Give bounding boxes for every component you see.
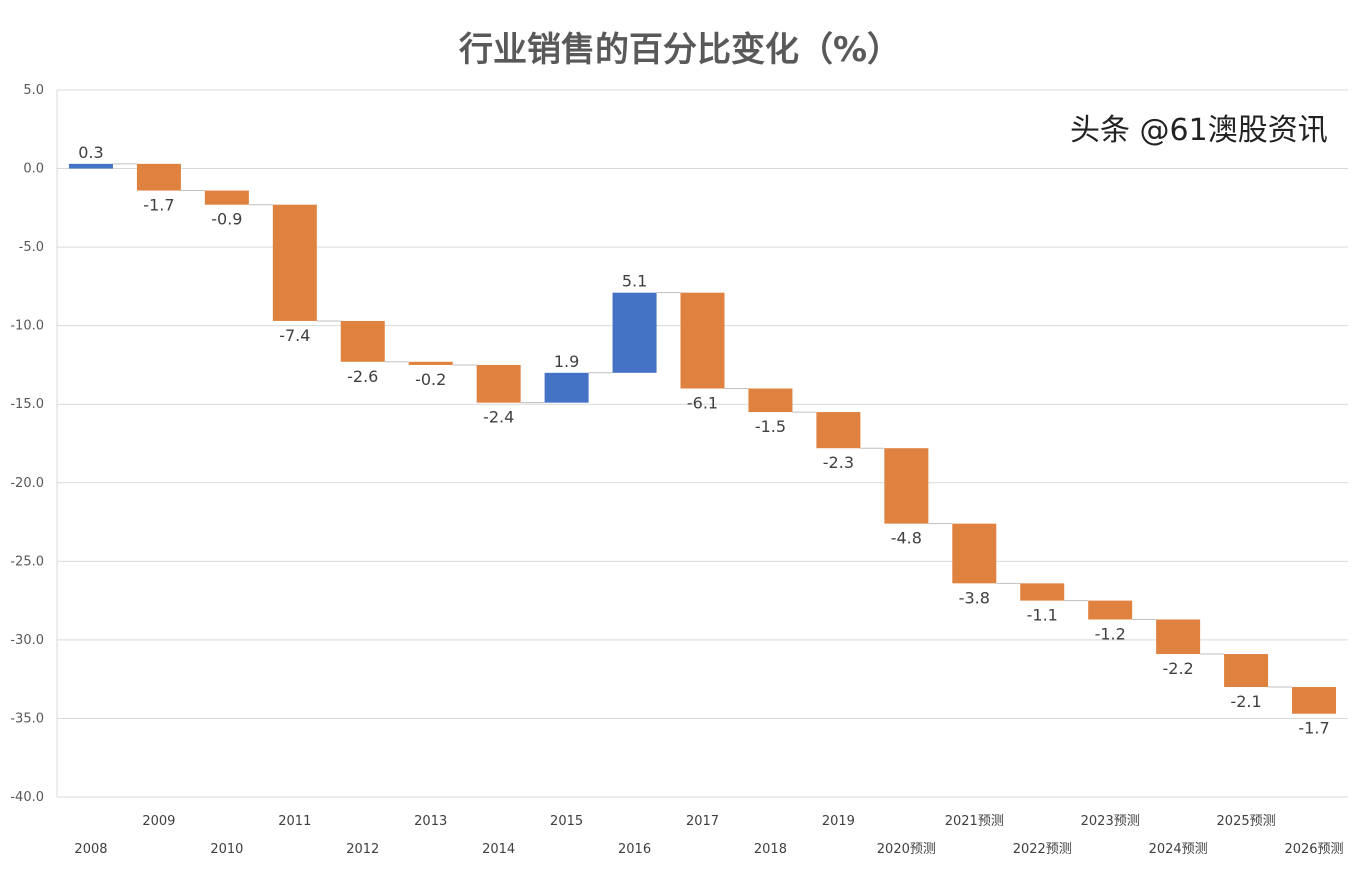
- x-tick-label: 2018: [754, 842, 787, 857]
- data-label: 0.3: [78, 143, 103, 162]
- x-tick-label: 2012: [346, 842, 379, 857]
- x-tick-label: 2013: [414, 814, 447, 829]
- bar-2021预测: [952, 523, 997, 584]
- x-tick-label: 2023预测: [1081, 814, 1140, 829]
- bar-2025预测: [1224, 654, 1269, 688]
- data-label: -4.8: [891, 529, 922, 548]
- bar-2016: [612, 292, 657, 373]
- x-tick-label: 2020预测: [877, 842, 936, 857]
- data-label: -2.6: [347, 367, 378, 386]
- bar-2019: [816, 412, 861, 449]
- y-tick-label: -30.0: [10, 633, 44, 648]
- x-tick-label: 2010: [210, 842, 243, 857]
- bar-2015: [544, 372, 589, 403]
- data-label: -1.1: [1027, 606, 1058, 625]
- bar-2023预测: [1088, 600, 1133, 620]
- x-tick-label: 2017: [686, 814, 719, 829]
- data-label: 5.1: [622, 272, 647, 291]
- data-label: -2.1: [1230, 692, 1261, 711]
- x-tick-label: 2014: [482, 842, 515, 857]
- chart-title: 行业销售的百分比变化（%）: [458, 30, 902, 70]
- data-label: 1.9: [554, 352, 579, 371]
- data-label: -1.7: [1298, 719, 1329, 738]
- watermark: 头条 @61澳股资讯: [1070, 113, 1328, 148]
- data-label: -7.4: [279, 326, 310, 345]
- bar-2012: [340, 320, 385, 362]
- y-tick-label: 0.0: [23, 162, 44, 177]
- x-tick-label: 2016: [618, 842, 651, 857]
- data-label: -6.1: [687, 394, 718, 413]
- data-label: -1.2: [1095, 624, 1126, 643]
- y-tick-label: 5.0: [23, 83, 44, 98]
- bar-2014: [476, 364, 521, 403]
- bar-2008: [68, 163, 113, 169]
- x-tick-label: 2011: [278, 814, 311, 829]
- y-tick-label: -35.0: [10, 711, 44, 726]
- bar-2018: [748, 388, 793, 413]
- bar-2024预测: [1156, 619, 1201, 655]
- bar-2013: [408, 361, 453, 365]
- y-tick-label: -15.0: [10, 397, 44, 412]
- x-tick-label: 2026预测: [1284, 842, 1343, 857]
- data-label: -2.3: [823, 453, 854, 472]
- bar-2009: [136, 163, 181, 191]
- data-label: -3.8: [959, 588, 990, 607]
- bar-2020预测: [884, 448, 929, 524]
- data-label: -0.9: [211, 210, 242, 229]
- data-label: -1.7: [143, 196, 174, 215]
- bar-2010: [204, 190, 249, 205]
- y-tick-label: -40.0: [10, 790, 44, 805]
- y-tick-label: -25.0: [10, 554, 44, 569]
- x-tick-label: 2024预测: [1149, 842, 1208, 857]
- x-tick-label: 2021预测: [945, 814, 1004, 829]
- bar-2011: [272, 204, 317, 321]
- data-label: -2.4: [483, 408, 514, 427]
- x-tick-label: 2015: [550, 814, 583, 829]
- y-tick-label: -20.0: [10, 476, 44, 491]
- x-tick-label: 2009: [142, 814, 175, 829]
- data-label: -1.5: [755, 417, 786, 436]
- bar-2026预测: [1292, 687, 1337, 714]
- x-tick-label: 2022预测: [1013, 842, 1072, 857]
- bar-2022预测: [1020, 583, 1065, 601]
- x-tick-label: 2019: [822, 814, 855, 829]
- y-tick-label: -5.0: [19, 240, 44, 255]
- bar-2017: [680, 292, 725, 389]
- data-label: -0.2: [415, 370, 446, 389]
- y-tick-label: -10.0: [10, 319, 44, 334]
- data-label: -2.2: [1163, 659, 1194, 678]
- x-tick-label: 2025预测: [1217, 814, 1276, 829]
- x-tick-label: 2008: [74, 842, 107, 857]
